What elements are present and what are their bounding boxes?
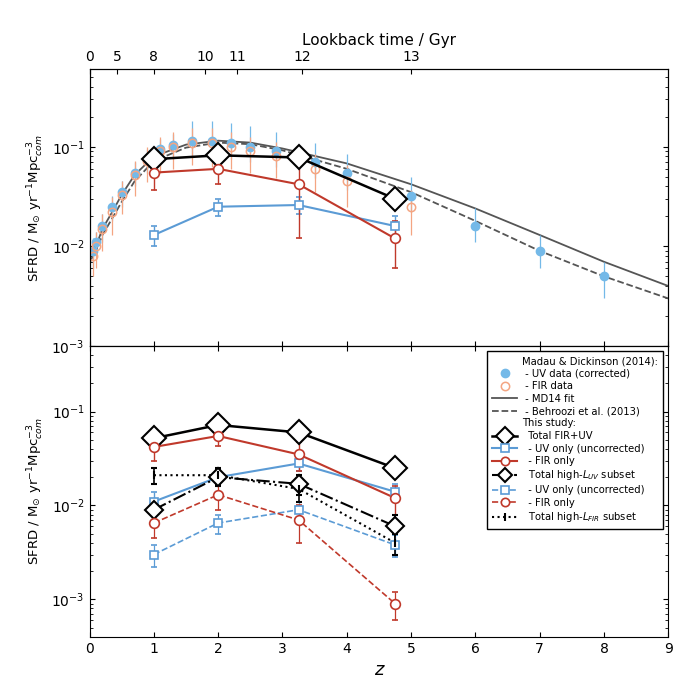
X-axis label: Lookback time / Gyr: Lookback time / Gyr: [302, 33, 456, 48]
Legend: Madau & Dickinson (2014):,  - UV data (corrected),  - FIR data,  - MD14 fit,  - : Madau & Dickinson (2014):, - UV data (co…: [487, 351, 664, 529]
X-axis label: z: z: [374, 661, 384, 679]
Y-axis label: SFRD / M$_{\odot}$ yr$^{-1}$Mpc$^{-3}_{com}$: SFRD / M$_{\odot}$ yr$^{-1}$Mpc$^{-3}_{c…: [25, 417, 46, 565]
Y-axis label: SFRD / M$_{\odot}$ yr$^{-1}$Mpc$^{-3}_{com}$: SFRD / M$_{\odot}$ yr$^{-1}$Mpc$^{-3}_{c…: [25, 134, 46, 282]
